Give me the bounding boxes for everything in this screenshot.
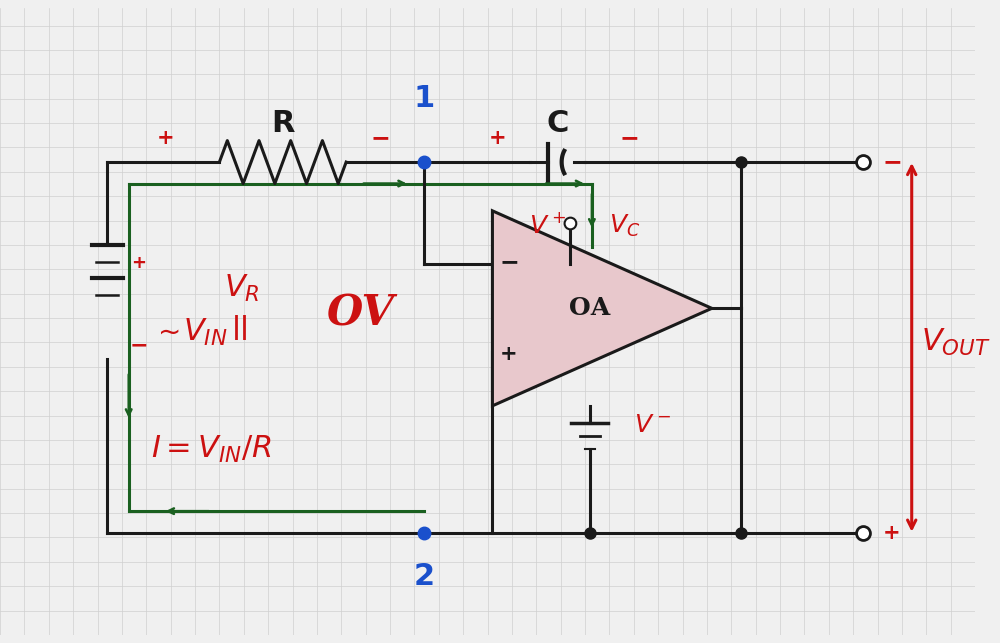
Text: −: − <box>619 125 639 150</box>
Text: OV: OV <box>327 292 394 334</box>
Text: OA: OA <box>569 296 611 320</box>
Text: ~: ~ <box>158 319 181 347</box>
Text: −: − <box>499 251 519 275</box>
Text: +: + <box>488 128 506 148</box>
Text: −: − <box>882 150 902 174</box>
Text: $V_{IN}$: $V_{IN}$ <box>183 317 228 349</box>
Text: $V^-$: $V^-$ <box>634 414 671 437</box>
Text: R: R <box>271 109 295 138</box>
Text: 2: 2 <box>414 562 435 591</box>
Circle shape <box>565 217 576 230</box>
Polygon shape <box>492 211 712 406</box>
Text: +: + <box>157 128 175 148</box>
Text: $I = V_{IN}/R$: $I = V_{IN}/R$ <box>151 434 272 466</box>
Text: $V_{OUT}$: $V_{OUT}$ <box>921 327 991 358</box>
Text: +: + <box>500 344 518 364</box>
Text: $V^+$: $V^+$ <box>529 213 566 238</box>
Text: $V_C$: $V_C$ <box>609 212 641 239</box>
Text: +: + <box>882 523 900 543</box>
Text: ||: || <box>232 315 250 340</box>
Text: C: C <box>547 109 569 138</box>
Text: −: − <box>129 336 148 356</box>
Text: −: − <box>370 125 390 150</box>
Text: 1: 1 <box>414 84 435 113</box>
Text: $V_R$: $V_R$ <box>224 273 260 304</box>
Text: +: + <box>131 253 146 271</box>
